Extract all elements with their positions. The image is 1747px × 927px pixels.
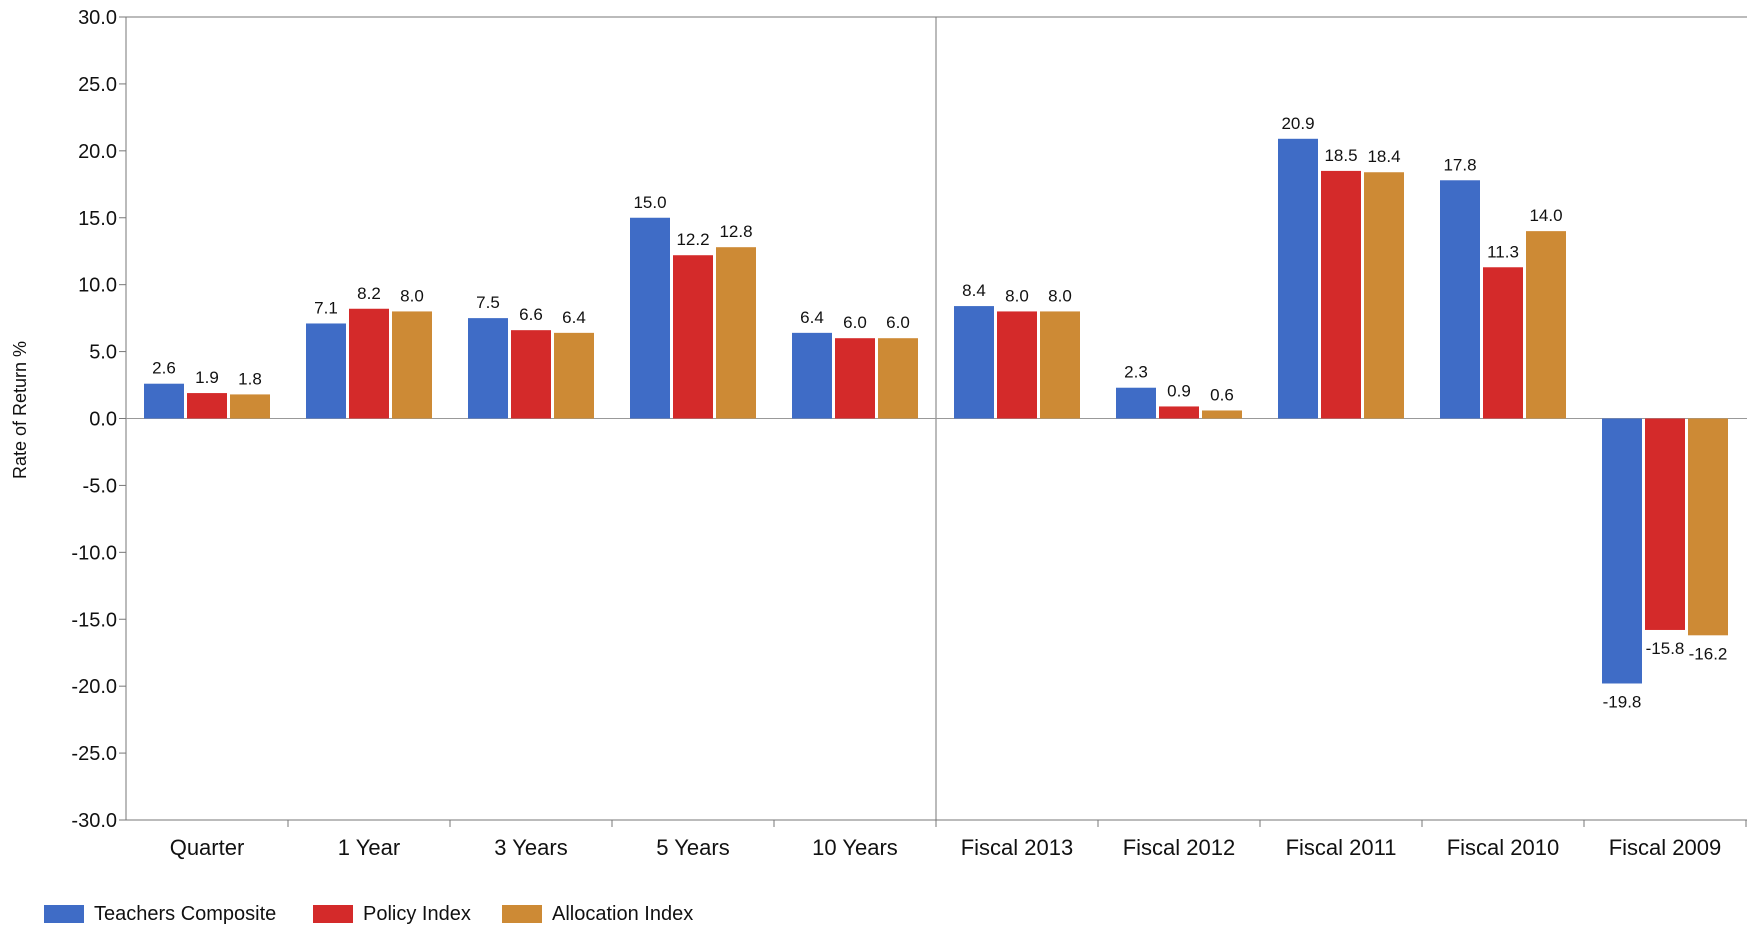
y-tick-label: 30.0 [78, 7, 117, 29]
data-label: 8.2 [357, 284, 381, 303]
data-label: 2.3 [1124, 363, 1148, 382]
y-tick-label: 15.0 [78, 208, 117, 230]
x-tick-label: Fiscal 2010 [1447, 835, 1560, 860]
x-tick-label: 5 Years [656, 835, 729, 860]
x-tick-label: 10 Years [812, 835, 898, 860]
x-tick-label: Fiscal 2012 [1123, 835, 1236, 860]
bar [144, 383, 184, 419]
y-axis: 30.0 25.0 20.0 15.0 10.0 5.0 0.0 -5.0 -10.0 -15.0… [71, 7, 1747, 832]
data-label: 6.4 [562, 308, 586, 327]
bar [1526, 231, 1566, 419]
legend-swatch [313, 905, 353, 923]
y-tick-label: -30.0 [71, 810, 117, 832]
y-tick-label: -20.0 [71, 676, 117, 698]
data-label: -16.2 [1689, 644, 1728, 663]
bar [1440, 180, 1480, 419]
data-label: 2.6 [152, 359, 176, 378]
data-label: -15.8 [1646, 639, 1685, 658]
data-label: 17.8 [1443, 155, 1476, 174]
y-tick-label: 5.0 [89, 342, 117, 364]
data-label: 0.6 [1210, 385, 1234, 404]
bar [673, 255, 713, 419]
bar [997, 311, 1037, 419]
data-label: 8.0 [1048, 286, 1072, 305]
bar [630, 217, 670, 419]
data-label: 12.2 [676, 230, 709, 249]
data-label: 1.8 [238, 369, 262, 388]
bar [1364, 172, 1404, 419]
data-label: 8.4 [962, 281, 986, 300]
bar [1116, 387, 1156, 419]
bar [1159, 406, 1199, 419]
bar [230, 394, 270, 419]
bar [716, 247, 756, 419]
bars-group [144, 138, 1728, 684]
data-label: 0.9 [1167, 381, 1191, 400]
data-label: 8.0 [400, 286, 424, 305]
bar [1645, 418, 1685, 630]
y-tick-label: -15.0 [71, 609, 117, 631]
y-axis-title: Rate of Return % [10, 341, 30, 479]
x-tick-label: 3 Years [494, 835, 567, 860]
x-axis: Quarter 1 Year 3 Years 5 Years 10 Years Fisca… [170, 820, 1747, 860]
x-tick-label: Fiscal 2013 [961, 835, 1074, 860]
bar [349, 308, 389, 419]
data-label: 6.4 [800, 308, 824, 327]
bar [1321, 170, 1361, 419]
legend-label: Teachers Composite [94, 903, 276, 925]
bar [392, 311, 432, 419]
bar [468, 318, 508, 419]
data-label: -19.8 [1603, 692, 1642, 711]
data-label: 6.6 [519, 305, 543, 324]
data-label: 7.1 [314, 298, 338, 317]
y-tick-label: 20.0 [78, 141, 117, 163]
y-tick-label: 25.0 [78, 74, 117, 96]
bar [306, 323, 346, 419]
legend-swatch [44, 905, 84, 923]
data-label: 7.5 [476, 293, 500, 312]
data-labels-group: 2.6 1.9 1.8 7.1 8.2 8.0 7.5 6.6 6.4 15.0 12.2 12.8 6… [152, 114, 1727, 712]
y-tick-label: -25.0 [71, 743, 117, 765]
data-label: 12.8 [719, 222, 752, 241]
bar [1040, 311, 1080, 419]
y-tick-label: -10.0 [71, 542, 117, 564]
data-label: 15.0 [633, 193, 666, 212]
data-label: 6.0 [886, 313, 910, 332]
data-label: 18.5 [1324, 146, 1357, 165]
x-tick-label: Fiscal 2011 [1286, 835, 1397, 860]
bar [835, 338, 875, 419]
data-label: 18.4 [1367, 147, 1400, 166]
y-tick-label: 0.0 [89, 409, 117, 431]
data-label: 11.3 [1487, 242, 1519, 261]
x-tick-label: 1 Year [338, 835, 400, 860]
bar [1688, 418, 1728, 636]
legend-swatch [502, 905, 542, 923]
bar [187, 393, 227, 419]
bar [1202, 410, 1242, 419]
legend-label: Allocation Index [552, 903, 693, 925]
data-label: 8.0 [1005, 286, 1029, 305]
bar [1483, 267, 1523, 419]
data-label: 6.0 [843, 313, 867, 332]
bar [1278, 138, 1318, 419]
legend: Teachers Composite Policy Index Allocation… [44, 903, 693, 925]
y-tick-label: -5.0 [83, 475, 117, 497]
bar [511, 330, 551, 419]
bar [792, 332, 832, 419]
bar [878, 338, 918, 419]
x-tick-label: Quarter [170, 835, 245, 860]
y-tick-label: 10.0 [78, 275, 117, 297]
bar [954, 306, 994, 419]
legend-label: Policy Index [363, 903, 471, 925]
data-label: 1.9 [195, 368, 219, 387]
data-label: 20.9 [1281, 114, 1314, 133]
x-tick-label: Fiscal 2009 [1609, 835, 1722, 860]
bar [554, 332, 594, 419]
bar [1602, 418, 1642, 684]
data-label: 14.0 [1529, 206, 1562, 225]
